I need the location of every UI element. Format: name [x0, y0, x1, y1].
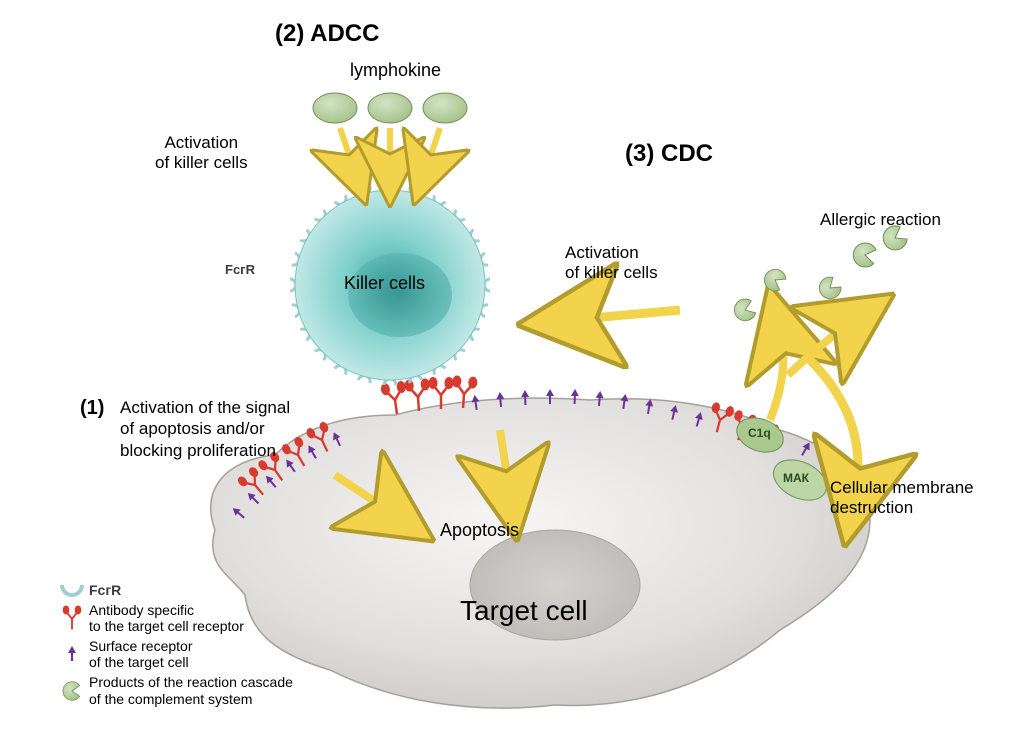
- fcr-icon: [55, 582, 89, 598]
- apoptosis-label: Apoptosis: [440, 520, 519, 541]
- killer-cells-label: Killer cells: [344, 273, 425, 294]
- activation-left-label: Activation of killer cells: [155, 133, 248, 173]
- legend-fcr: FcгR: [55, 582, 385, 598]
- legend-receptor-text: Surface receptor of the target cell: [89, 638, 193, 670]
- membrane-label: Cellular membrane destruction: [830, 478, 974, 518]
- cdc-header: (3) CDC: [625, 140, 713, 168]
- receptor-icon: [55, 641, 89, 667]
- section1-num: (1): [80, 397, 104, 420]
- target-cell-label: Target cell: [460, 595, 588, 627]
- legend-antibody: Antibody specific to the target cell rec…: [55, 602, 385, 634]
- legend-receptor: Surface receptor of the target cell: [55, 638, 385, 670]
- complement-products: [731, 223, 909, 324]
- c1q-label: C1q: [748, 426, 771, 440]
- complement-icon: [55, 679, 89, 703]
- legend-antibody-text: Antibody specific to the target cell rec…: [89, 602, 244, 634]
- antibody-icon: [55, 604, 89, 632]
- activation-right-label: Activation of killer cells: [565, 243, 658, 283]
- section1-label: Activation of the signal of apoptosis an…: [120, 397, 290, 461]
- legend-complement: Products of the reaction cascade of the …: [55, 674, 385, 706]
- legend-complement-text: Products of the reaction cascade of the …: [89, 674, 293, 706]
- mak-label: МАК: [783, 471, 809, 485]
- legend: FcгR Antibody specific to the target cel…: [55, 582, 385, 711]
- adcc-header: (2) ADCC: [275, 20, 379, 48]
- fcr-small-label: FcгR: [225, 262, 255, 277]
- lymphokines: [313, 93, 467, 123]
- allergic-label: Allergic reaction: [820, 210, 941, 230]
- legend-fcr-text: FcгR: [89, 582, 121, 598]
- lymphokine-arrows: [340, 128, 440, 172]
- lymphokine-label: lymphokine: [350, 60, 441, 81]
